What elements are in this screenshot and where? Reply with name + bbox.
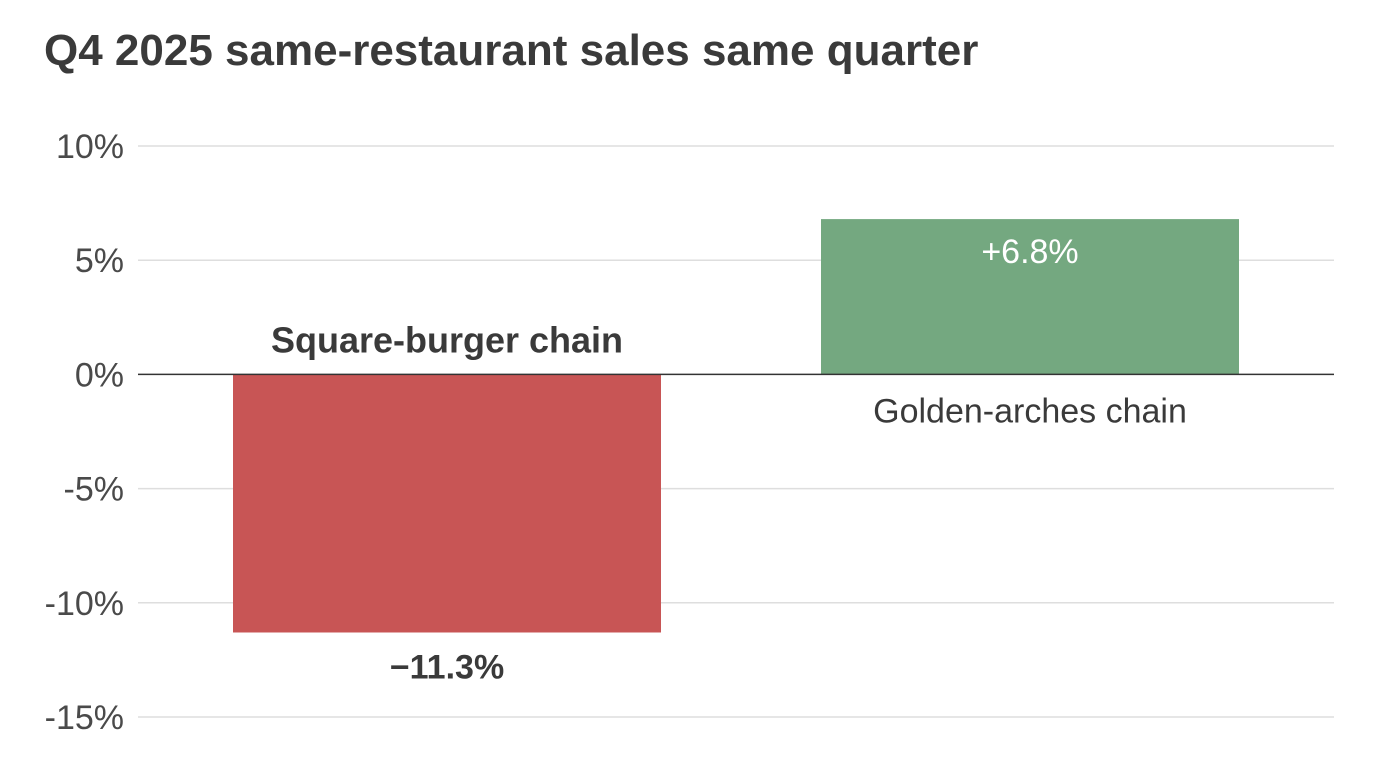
y-tick-label-1: 5% xyxy=(75,242,124,280)
category-label-1: Golden-arches chain xyxy=(873,392,1187,430)
y-tick-label-0: 10% xyxy=(56,128,124,166)
y-tick-label-2: 0% xyxy=(75,356,124,394)
y-tick-label-4: -10% xyxy=(45,585,124,623)
labels: Square-burger chain −11.3% +6.8% Golden-arc… xyxy=(271,233,1187,686)
bars xyxy=(233,219,1239,633)
value-label-0: −11.3% xyxy=(390,648,504,686)
bar-1 xyxy=(821,219,1239,375)
category-label-0: Square-burger chain xyxy=(271,319,623,360)
chart-title: Q4 2025 same-restaurant sales same quart… xyxy=(44,26,979,75)
value-label-1: +6.8% xyxy=(981,233,1078,271)
y-axis-ticks: 10% 5% 0% -5% -10% -15% xyxy=(45,128,124,737)
bar-0 xyxy=(233,374,661,633)
y-tick-label-3: -5% xyxy=(64,471,124,509)
y-tick-label-5: -15% xyxy=(45,699,124,737)
